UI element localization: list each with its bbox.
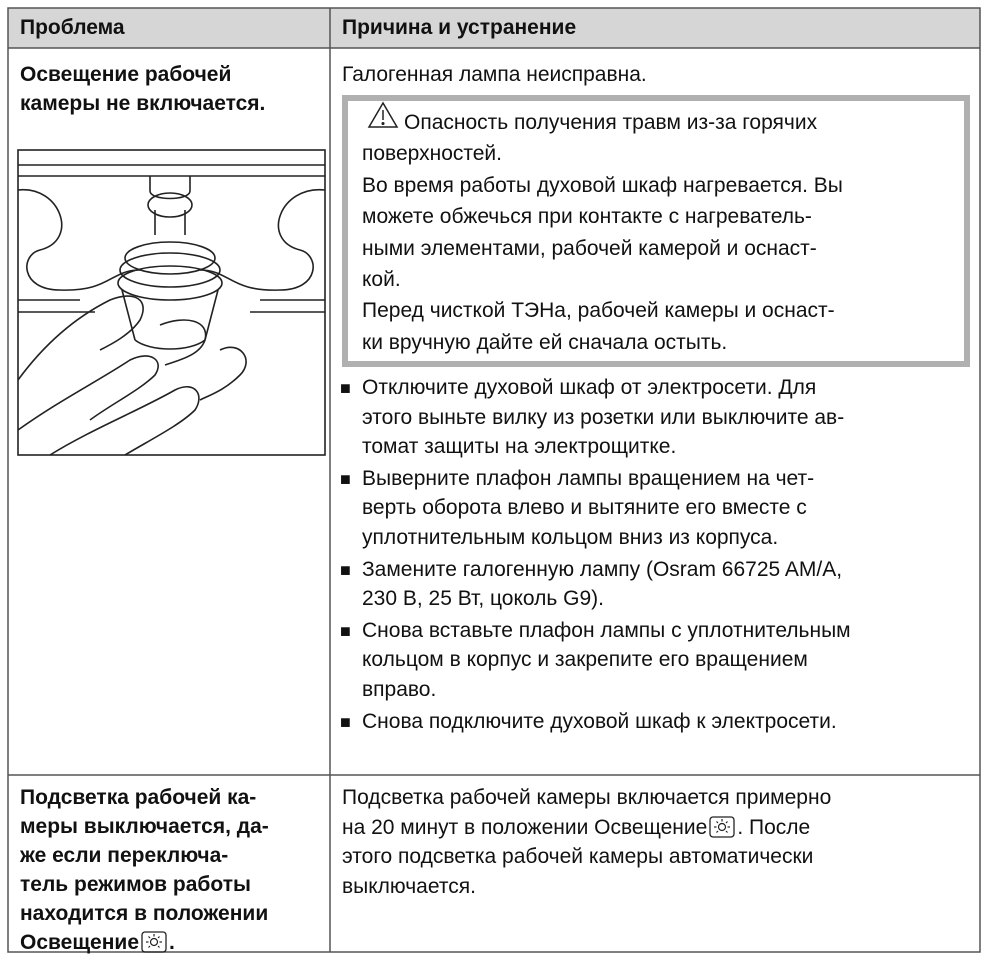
- step-line: Отключите духовой шкаф от электросети. Д…: [362, 373, 816, 403]
- problem-line-text: тель режимов работы: [20, 873, 251, 896]
- problem-line-text: же если переключа-: [20, 844, 229, 867]
- light-icon: [141, 931, 167, 953]
- step-line-text: этого выньте вилку из розетки или выключ…: [362, 405, 845, 429]
- step-line: 230 В, 25 Вт, цоколь G9).: [362, 584, 604, 614]
- warning-box: [342, 95, 970, 367]
- step-line-text: Замените галогенную лампу (Osram 66725 A…: [362, 557, 843, 581]
- light-icon: [709, 815, 735, 838]
- bullet: ■: [340, 620, 351, 641]
- step-line-text: верть оборота влево и вытяните его вмест…: [362, 496, 807, 520]
- step-line-text: 230 В, 25 Вт, цоколь G9).: [362, 587, 604, 611]
- cause-line-text: Галогенная лампа неисправна.: [342, 63, 647, 86]
- step-line: этого выньте вилку из розетки или выключ…: [362, 403, 844, 433]
- step-line: Замените галогенную лампу (Osram 66725 A…: [362, 555, 842, 585]
- problem-line: же если переключа-: [20, 841, 228, 871]
- warning-line: поверхностей.: [362, 139, 502, 169]
- step-line: вправо.: [362, 675, 436, 705]
- warning-line-text: ки вручную дайте ей сначала остыть.: [362, 330, 728, 354]
- bullet: ■: [340, 378, 351, 398]
- warning-line: ными элементами, рабочей камерой и оснас…: [362, 234, 817, 264]
- warning-line: кой.: [362, 265, 401, 295]
- step-line-text: Отключите духовой шкаф от электросети. Д…: [362, 376, 817, 399]
- bullet: ■: [340, 468, 351, 489]
- solution-line-text: . После: [737, 815, 811, 839]
- header-text: Проблема: [20, 16, 125, 39]
- step-line: кольцом в корпус и закрепите его вращени…: [362, 645, 808, 675]
- solution-line-text: на 20 минут в положении Освещение: [342, 815, 708, 839]
- table-border: [7, 7, 981, 953]
- step-line: Снова вставьте плафон лампы с уплотнител…: [362, 616, 851, 646]
- problem-line: находится в положении: [20, 899, 268, 929]
- warning-line-text: Во время работы духовой шкаф нагревается…: [362, 173, 843, 197]
- warning-line-text: кой.: [362, 268, 401, 291]
- step-line: томат защиты на электрощитке.: [362, 432, 676, 462]
- warning-line-text: Перед чисткой ТЭНа, рабочей камеры и осн…: [362, 299, 835, 323]
- warning-line: Опасность получения травм из-за горячих: [404, 108, 817, 138]
- step-line-text: Снова вставьте плафон лампы с уплотнител…: [362, 618, 851, 642]
- problem-line-text: Подсветка рабочей ка-: [20, 786, 257, 809]
- solution-line: Подсветка рабочей камеры включается прим…: [342, 783, 831, 813]
- problem-line: Освещение рабочей: [20, 60, 231, 90]
- solution-line: этого подсветка рабочей камеры автоматич…: [342, 842, 813, 872]
- header-cell: Проблема: [20, 13, 125, 43]
- step-line: верть оборота влево и вытяните его вмест…: [362, 493, 807, 523]
- warning-line: Во время работы духовой шкаф нагревается…: [362, 171, 843, 201]
- solution-line-text: Подсветка рабочей камеры включается прим…: [342, 786, 832, 809]
- step-line: Снова подключите духовой шкаф к электрос…: [362, 707, 837, 737]
- solution-line: выключается.: [342, 872, 476, 902]
- bullet: ■: [340, 711, 351, 732]
- problem-line: камеры не включается.: [20, 89, 265, 119]
- warning-line-text: поверхностей.: [362, 142, 502, 166]
- problem-line-text: Освещение: [20, 931, 139, 954]
- step-line-text: вправо.: [362, 678, 437, 701]
- problem-line-text: находится в положении: [20, 902, 269, 925]
- warning-icon: [367, 101, 399, 128]
- problem-line-text: .: [169, 931, 175, 954]
- header-text: Причина и устранение: [342, 16, 577, 39]
- solution-line-text: этого подсветка рабочей камеры автоматич…: [342, 845, 814, 868]
- step-line-text: томат защиты на электрощитке.: [362, 435, 677, 459]
- problem-line: Освещение.: [20, 928, 175, 958]
- step-line-text: кольцом в корпус и закрепите его вращени…: [362, 648, 808, 672]
- warning-line: можете обжечься при контакте с нагревате…: [362, 202, 812, 232]
- step-line: уплотнительным кольцом вниз из корпуса.: [362, 523, 778, 553]
- problem-line: Подсветка рабочей ка-: [20, 783, 256, 813]
- lamp-illustration: [17, 149, 326, 456]
- header-bg: [8, 8, 980, 48]
- problem-line: тель режимов работы: [20, 870, 251, 900]
- warning-line: Перед чисткой ТЭНа, рабочей камеры и осн…: [362, 296, 835, 326]
- step-line-text: Выверните плафон лампы вращением на чет-: [362, 466, 815, 490]
- problem-line-text: камеры не включается.: [20, 92, 266, 115]
- problem-line: меры выключается, да-: [20, 812, 269, 842]
- warning-line-text: Опасность получения травм из-за горячих: [404, 111, 818, 134]
- solution-line: на 20 минут в положении Освещение . После: [342, 813, 810, 843]
- step-line-text: уплотнительным кольцом вниз из корпуса.: [362, 526, 779, 549]
- solution-line-text: выключается.: [342, 874, 476, 898]
- header-cell: Причина и устранение: [342, 13, 576, 43]
- warning-line-text: можете обжечься при контакте с нагревате…: [362, 205, 812, 229]
- warning-line: ки вручную дайте ей сначала остыть.: [362, 328, 727, 358]
- bullet: ■: [340, 559, 351, 580]
- cause-line: Галогенная лампа неисправна.: [342, 60, 647, 90]
- step-line: Выверните плафон лампы вращением на чет-: [362, 464, 814, 494]
- problem-line-text: меры выключается, да-: [20, 815, 269, 838]
- warning-line-text: ными элементами, рабочей камерой и оснас…: [362, 236, 817, 260]
- step-line-text: Снова подключите духовой шкаф к электрос…: [362, 709, 837, 733]
- problem-line-text: Освещение рабочей: [20, 63, 232, 86]
